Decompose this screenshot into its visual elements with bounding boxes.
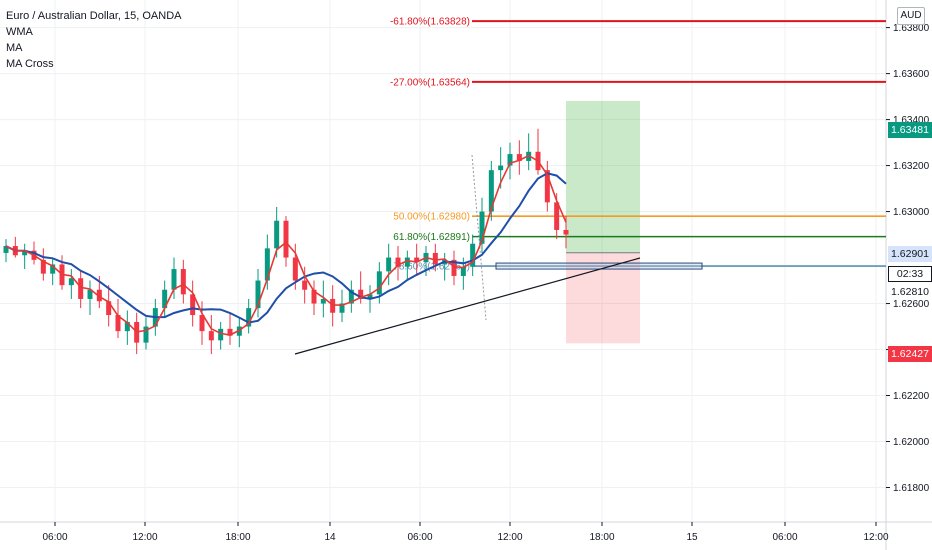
time-tick-label: 15 xyxy=(686,532,698,543)
price-tick-label: 1.63800 xyxy=(893,23,930,34)
candle-body xyxy=(218,328,224,341)
candle-body xyxy=(246,308,252,327)
fib-retracement: -61.80%(1.63828) -27.00%(1.63564) 50.00%(1… xyxy=(390,17,886,273)
candle-body xyxy=(78,278,84,299)
currency-button[interactable]: AUD xyxy=(897,7,925,25)
position-profit-zone xyxy=(566,100,640,253)
candle-body xyxy=(451,259,457,276)
grid-lines xyxy=(0,0,886,522)
time-axis: 06:00 12:00 18:00 14 06:00 12:00 18:00 15 06:00 1… xyxy=(42,522,889,543)
candle-body xyxy=(376,271,382,295)
time-tick-label: 12:00 xyxy=(497,532,522,543)
candle-body xyxy=(115,315,121,332)
price-tick-label: 1.63400 xyxy=(893,115,930,126)
candle-body xyxy=(96,289,102,302)
candle-body xyxy=(348,289,354,304)
candle-body xyxy=(87,289,93,299)
candle-body xyxy=(264,248,270,281)
fib-level-label: 50.00%(1.62980) xyxy=(393,212,470,223)
candle-body xyxy=(124,321,130,332)
candle-body xyxy=(106,301,112,316)
time-tick-label: 18:00 xyxy=(589,532,614,543)
candle-body xyxy=(507,154,513,166)
time-tick-label: 12:00 xyxy=(863,532,888,543)
chart-legend: Euro / Australian Dollar, 15, OANDA WMA … xyxy=(6,8,181,72)
candle-body xyxy=(470,243,476,267)
indicator-ma[interactable]: MA xyxy=(6,42,23,54)
candle-body xyxy=(208,331,214,341)
candle-body xyxy=(143,326,149,343)
candle-body xyxy=(386,257,392,272)
time-tick-label: 12:00 xyxy=(132,532,157,543)
fib-level-label: 61.80%(1.62891) xyxy=(393,232,470,243)
candle-body xyxy=(162,289,168,309)
candle-body xyxy=(227,328,233,336)
candle-body xyxy=(554,202,560,230)
candle-body xyxy=(22,250,28,256)
candle-body xyxy=(544,170,550,203)
ma-fast-line xyxy=(5,154,567,336)
candle-body xyxy=(395,257,401,267)
candle-body xyxy=(339,303,345,313)
time-tick-label: 06:00 xyxy=(772,532,797,543)
candle-body xyxy=(432,252,438,265)
candle-body xyxy=(180,269,186,295)
time-tick-label: 14 xyxy=(324,532,336,543)
candle-body xyxy=(311,289,317,304)
countdown-badge: 02:33 xyxy=(888,266,932,282)
candle-body xyxy=(404,257,410,267)
support-trendline xyxy=(294,257,641,355)
indicator-ma-cross[interactable]: MA Cross xyxy=(6,58,54,70)
time-tick-label: 18:00 xyxy=(225,532,250,543)
candle-body xyxy=(283,220,289,258)
price-tick-label: 1.62200 xyxy=(893,391,930,402)
candle-body xyxy=(50,264,56,274)
price-tick-label: 1.63000 xyxy=(893,207,930,218)
time-tick-label: 06:00 xyxy=(407,532,432,543)
target-price-badge: 1.63481 xyxy=(888,122,932,138)
time-tick-label: 06:00 xyxy=(42,532,67,543)
candle-body xyxy=(498,165,504,171)
fib-level-label: -27.00%(1.63564) xyxy=(390,77,470,88)
fib-trend-line xyxy=(471,154,487,321)
candle-body xyxy=(367,294,373,299)
candle-body xyxy=(171,269,177,290)
last-price-badge: 1.62901 xyxy=(888,246,932,262)
highlight-rectangle xyxy=(495,262,703,270)
price-tick-label: 1.62000 xyxy=(893,437,930,448)
candle-body xyxy=(358,289,364,299)
fib-level-label: -61.80%(1.63828) xyxy=(390,17,470,28)
price-tick-label: 1.62600 xyxy=(893,299,930,310)
candle-body xyxy=(302,280,308,290)
candle-body xyxy=(190,294,196,316)
candle-body xyxy=(255,280,261,309)
candle-body xyxy=(68,278,74,286)
candle-body xyxy=(199,315,205,332)
candle-body xyxy=(320,298,326,304)
candle-body xyxy=(516,154,522,161)
indicator-wma[interactable]: WMA xyxy=(6,26,33,38)
entry-price-badge: 1.62810 xyxy=(888,284,932,300)
candle-body xyxy=(460,266,466,276)
candle-body xyxy=(479,211,485,244)
price-tick-label: 1.63600 xyxy=(893,69,930,80)
candle-body xyxy=(40,259,46,274)
candle-body xyxy=(563,229,569,235)
price-tick-label: 1.61800 xyxy=(893,483,930,494)
candle-body xyxy=(274,220,280,249)
candle-body xyxy=(3,246,9,253)
price-tick-label: 1.63200 xyxy=(893,161,930,172)
candle-body xyxy=(414,257,420,263)
candle-body xyxy=(488,170,494,212)
stop-price-badge: 1.62427 xyxy=(888,346,932,362)
candle-body xyxy=(292,257,298,281)
symbol-title[interactable]: Euro / Australian Dollar, 15, OANDA xyxy=(6,10,182,22)
